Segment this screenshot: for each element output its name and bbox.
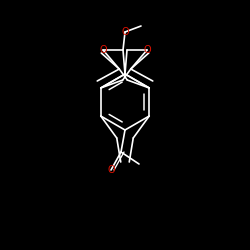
Text: O: O	[107, 165, 115, 175]
Text: O: O	[143, 45, 151, 55]
Text: O: O	[121, 27, 129, 37]
Text: O: O	[99, 45, 107, 55]
